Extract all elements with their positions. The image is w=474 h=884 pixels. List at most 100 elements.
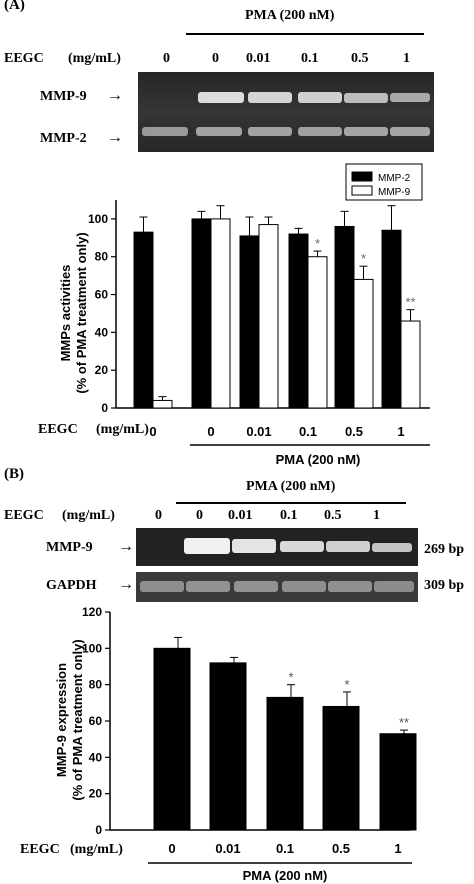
y-tick-label: 40 <box>95 325 109 339</box>
panel-a-lane-label: 0.01 <box>246 51 271 66</box>
bar-mmp-9 <box>258 224 279 409</box>
chart-b-ylabel: (% of PMA treatment only) <box>70 639 85 800</box>
group-label: PMA (200 nM) <box>243 868 328 883</box>
y-tick-label: 0 <box>95 823 102 837</box>
gel-a-mmp2-band <box>344 127 388 136</box>
panel-b-lane-label: 0 <box>196 508 203 523</box>
x-tick-label: 0 <box>168 841 175 856</box>
y-tick-label: 20 <box>95 363 109 377</box>
bar <box>153 647 191 831</box>
gel-b-bp-label: 309 bp <box>424 578 465 593</box>
legend-label: MMP-9 <box>378 187 411 198</box>
significance-marker: ** <box>399 715 409 730</box>
legend-swatch <box>351 171 373 182</box>
y-tick-label: 60 <box>95 288 109 302</box>
x-tick-label: 0.01 <box>215 841 240 856</box>
gel-a-mmp2-band <box>298 127 342 136</box>
gel-a-mmp9-band <box>344 93 388 103</box>
panel-b-lane-label: 0.5 <box>324 508 342 523</box>
arrow-right-icon: → <box>107 129 123 146</box>
arrow-right-icon: → <box>118 576 134 593</box>
gel-a-mmp2-band <box>248 127 292 136</box>
legend-swatch <box>351 185 373 196</box>
gel-b-mmp9-band <box>232 539 276 553</box>
y-tick-label: 80 <box>95 250 109 264</box>
bar-mmp-2 <box>191 218 212 409</box>
x-tick-label: 1 <box>394 841 401 856</box>
x-tick-label: 0.01 <box>246 424 271 439</box>
gel-a-band-label-mmp2: MMP-2 <box>40 131 87 146</box>
x-tick-label: 1 <box>397 424 404 439</box>
panel-b-label: (B) <box>4 466 24 482</box>
bar-mmp-9 <box>210 218 231 409</box>
significance-marker: * <box>315 236 320 251</box>
gel-a-mmp2-band <box>196 127 242 136</box>
y-tick-label: 40 <box>89 750 103 764</box>
bar <box>379 733 417 831</box>
arrow-right-icon: → <box>107 87 123 104</box>
bar <box>266 696 304 831</box>
gel-image-b-gapdh <box>136 572 418 602</box>
panel-a-lane-label: 0 <box>163 51 170 66</box>
gel-image-b-mmp9 <box>136 528 418 566</box>
gel-a-mmp9-band <box>248 92 292 103</box>
group-label: PMA (200 nM) <box>276 452 361 467</box>
significance-marker: ** <box>405 295 415 310</box>
panel-b-pma-label: PMA (200 nM) <box>246 479 336 494</box>
gel-b-gapdh-band <box>282 581 326 592</box>
bar <box>322 705 360 831</box>
chart-a: MMPs activities (% of PMA treatment only… <box>58 163 430 467</box>
panel-a-lane-label: 0 <box>212 51 219 66</box>
x-tick-label: 0 <box>207 424 214 439</box>
chart-a-ylabel: MMPs activities <box>58 265 73 362</box>
gel-image-a <box>138 72 434 152</box>
gel-a-mmp9-band <box>390 93 430 102</box>
gel-b-gapdh-band <box>140 581 184 592</box>
y-tick-label: 60 <box>89 714 103 728</box>
panel-a-pma-label: PMA (200 nM) <box>245 8 335 23</box>
bar-mmp-9 <box>353 278 374 409</box>
x-tick-label: 0.5 <box>345 424 363 439</box>
gel-b-band-label-mmp9: MMP-9 <box>46 540 93 555</box>
x-tick-label: 0 <box>149 424 156 439</box>
gel-b-gapdh-band <box>186 581 230 592</box>
bar-mmp-9 <box>400 320 421 409</box>
significance-marker: * <box>288 670 293 685</box>
y-tick-label: 100 <box>88 212 108 226</box>
gel-b-mmp9-band <box>326 541 370 552</box>
gel-b-mmp9-band <box>372 543 412 552</box>
panel-a-unit-label: (mg/mL) <box>68 51 121 66</box>
panel-a-label: (A) <box>4 0 25 13</box>
significance-marker: * <box>344 677 349 692</box>
y-tick-label: 80 <box>89 678 103 692</box>
panel-a-lane-label: 0.1 <box>301 51 319 66</box>
panel-b-lane-label: 0.1 <box>280 508 298 523</box>
panel-b-eegc-label: EEGC <box>4 508 44 523</box>
x-tick-label: 0.5 <box>332 841 350 856</box>
y-tick-label: 100 <box>82 641 102 655</box>
gel-b-bp-label: 269 bp <box>424 542 465 557</box>
gel-a-mmp2-band <box>390 127 430 136</box>
chart-b-ylabel: MMP-9 expression <box>54 663 69 777</box>
gel-a-band-label-mmp9: MMP-9 <box>40 89 87 104</box>
chart-b-x-unit: (mg/mL) <box>70 842 123 857</box>
panel-b-lane-label: 1 <box>373 508 380 523</box>
bar-mmp-2 <box>239 235 260 409</box>
bar <box>209 662 247 831</box>
chart-b-x-prefix: EEGC <box>20 842 60 857</box>
significance-marker: * <box>361 251 366 266</box>
panel-a-pma-line <box>186 33 424 35</box>
gel-a-mmp2-band <box>142 127 188 136</box>
gel-a-mmp9-band <box>298 92 342 103</box>
bar-mmp-2 <box>334 225 355 409</box>
chart-a-x-unit: (mg/mL) <box>96 422 149 437</box>
chart-a-x-prefix: EEGC <box>38 422 78 437</box>
gel-b-band-label-gapdh: GAPDH <box>46 578 97 593</box>
gel-b-gapdh-band <box>328 581 372 592</box>
y-tick-label: 20 <box>89 787 103 801</box>
y-tick-label: 0 <box>101 401 108 415</box>
legend-label: MMP-2 <box>378 173 411 184</box>
panel-b-lane-label: 0 <box>155 508 162 523</box>
panel-a-lane-label: 0.5 <box>351 51 369 66</box>
arrow-right-icon: → <box>118 538 134 555</box>
